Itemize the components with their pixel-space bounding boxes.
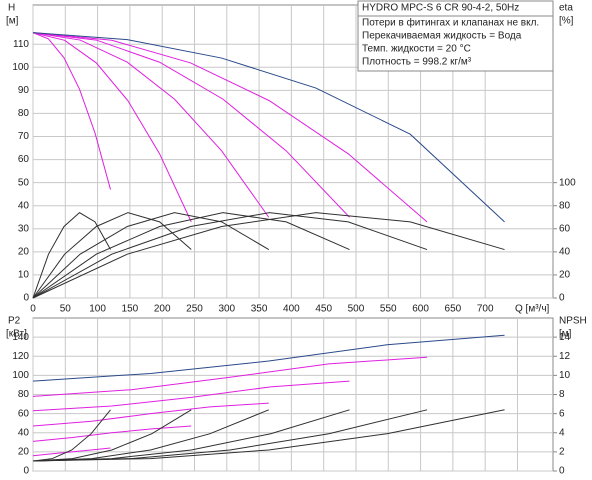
y2-tick-label: 40: [559, 246, 571, 257]
curve: [32, 409, 111, 462]
y-tick-label: 40: [18, 200, 30, 211]
y-tick-label: 20: [18, 447, 30, 458]
y2-tick-label: 6: [559, 408, 565, 419]
curve: [32, 334, 505, 382]
y-tick-label: 0: [23, 293, 29, 304]
curve: [32, 402, 269, 427]
curve: [32, 409, 192, 462]
y-axis-unit: [м]: [6, 16, 19, 27]
y-axis-label: P2: [8, 316, 21, 327]
y-tick-label: 60: [18, 154, 30, 165]
curve: [32, 447, 111, 457]
curve: [32, 212, 270, 299]
curve: [32, 32, 111, 190]
curve: [32, 212, 428, 299]
y-tick-label: 100: [12, 370, 29, 381]
x-tick-label: 450: [315, 304, 332, 315]
y-tick-label: 90: [18, 85, 30, 96]
curve: [32, 409, 505, 462]
y2-axis-unit: [%]: [559, 16, 574, 27]
y2-tick-label: 14: [559, 332, 571, 343]
y2-axis-label: eta: [559, 3, 573, 14]
curve: [32, 212, 192, 299]
x-tick-label: 100: [89, 304, 106, 315]
annotation: Темп. жидкости = 20 °C: [362, 44, 471, 55]
annotation: Плотность = 998.2 кг/м³: [362, 57, 472, 68]
y-axis-unit: [кВт]: [6, 329, 27, 340]
curve: [32, 32, 350, 218]
annotation: Потери в фитингах и клапанах не вкл.: [362, 17, 539, 29]
y-tick-label: 20: [18, 246, 30, 257]
y2-tick-label: 8: [559, 389, 565, 400]
y2-tick-label: 10: [559, 370, 571, 381]
x-tick-label: 600: [412, 304, 429, 315]
annotation: HYDRO MPC-S 6 CR 90-4-2, 50Hz: [362, 3, 519, 14]
curve: [32, 32, 428, 223]
y2-axis-unit: [м]: [559, 329, 572, 340]
y2-tick-label: 60: [559, 223, 571, 234]
curve: [32, 380, 350, 412]
x-tick-label: 400: [283, 304, 300, 315]
y-tick-label: 30: [18, 223, 30, 234]
y2-tick-label: 0: [559, 466, 565, 477]
x-tick-label: 500: [348, 304, 365, 315]
y-tick-label: 80: [18, 389, 30, 400]
y2-tick-label: 4: [559, 427, 565, 438]
x-tick-label: 0: [30, 304, 36, 315]
y-tick-label: 80: [18, 108, 30, 119]
y2-tick-label: 100: [559, 177, 576, 188]
y2-tick-label: 80: [559, 200, 571, 211]
curve: [32, 356, 428, 397]
x-tick-label: 350: [251, 304, 268, 315]
y-axis-label: H: [8, 3, 15, 14]
x-tick-label: 700: [477, 304, 494, 315]
annotation: Перекачиваемая жидкость = Вода: [362, 31, 522, 42]
curve: [32, 32, 505, 223]
curve: [32, 212, 111, 299]
y2-axis-label: NPSH: [559, 316, 587, 327]
y-tick-label: 120: [12, 351, 29, 362]
curve: [32, 32, 270, 218]
y-tick-label: 140: [12, 332, 29, 343]
curve: [32, 32, 192, 223]
curve: [32, 212, 505, 299]
y2-tick-label: 0: [559, 293, 565, 304]
y-tick-label: 40: [18, 427, 30, 438]
y2-tick-label: 2: [559, 447, 565, 458]
x-tick-label: 150: [122, 304, 139, 315]
x-tick-label: 550: [380, 304, 397, 315]
x-tick-label: 200: [154, 304, 171, 315]
y-tick-label: 50: [18, 177, 30, 188]
y-tick-label: 100: [12, 62, 29, 73]
y-tick-label: 10: [18, 270, 30, 281]
curve: [32, 425, 192, 442]
y-tick-label: 60: [18, 408, 30, 419]
x-tick-label: 50: [60, 304, 72, 315]
y2-tick-label: 20: [559, 270, 571, 281]
x-tick-label: 300: [218, 304, 235, 315]
y2-tick-label: 12: [559, 351, 571, 362]
y-tick-label: 0: [23, 466, 29, 477]
x-axis-label: Q [м³/ч]: [515, 304, 550, 315]
y-tick-label: 110: [13, 39, 29, 50]
curve: [32, 212, 350, 299]
y-tick-label: 70: [18, 131, 30, 142]
x-tick-label: 250: [186, 304, 203, 315]
x-tick-label: 650: [445, 304, 462, 315]
info-box: [357, 0, 554, 72]
